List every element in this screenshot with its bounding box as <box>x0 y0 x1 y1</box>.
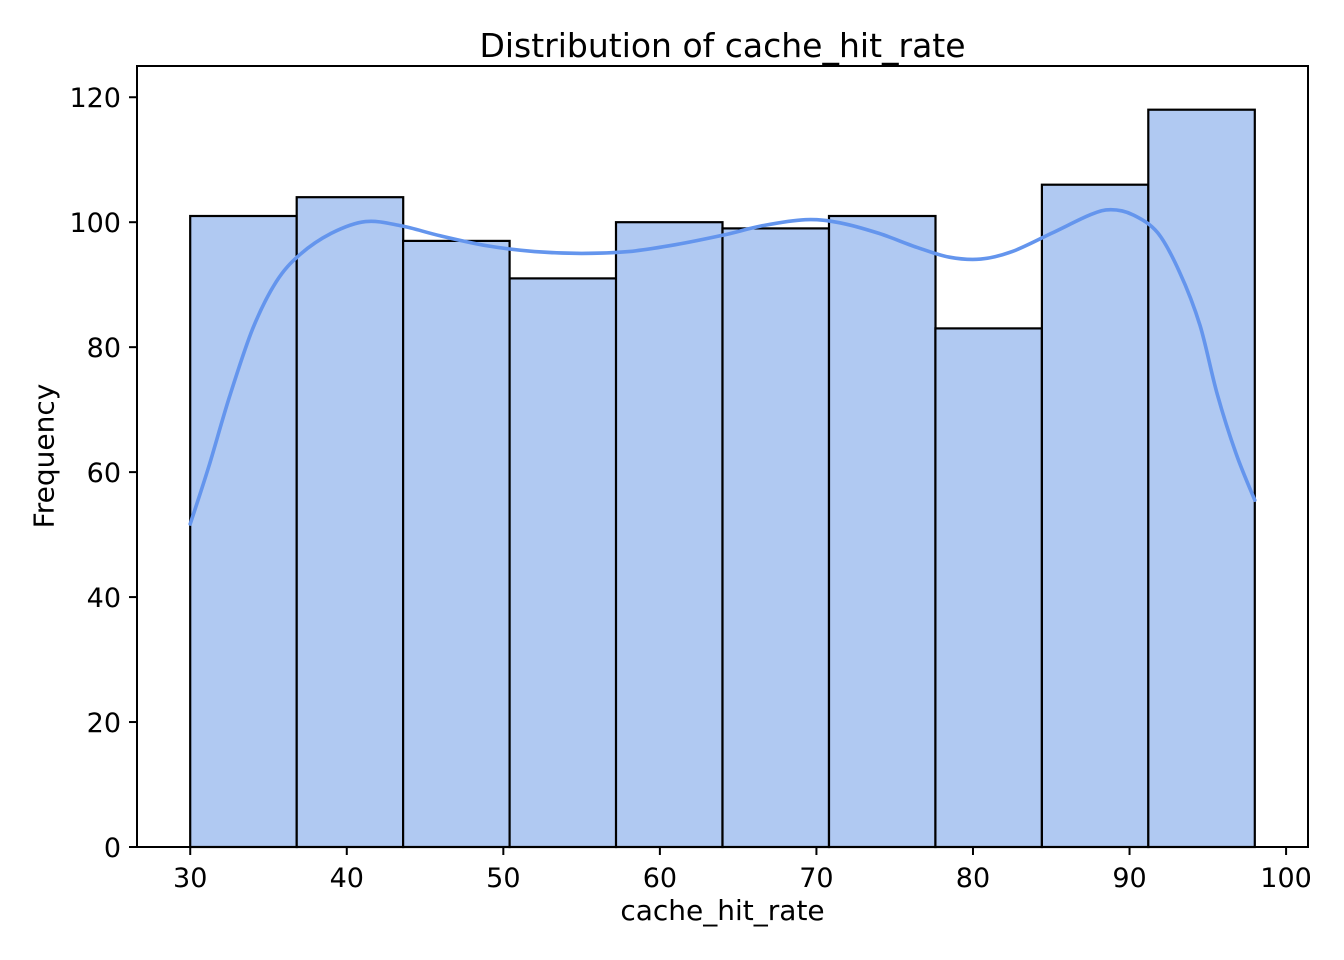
y-axis-label: Frequency <box>27 383 61 529</box>
y-axis-tick-label: 120 <box>69 83 121 114</box>
y-axis-tick-label: 60 <box>87 458 121 489</box>
x-axis-tick-label: 60 <box>643 863 677 894</box>
histogram-bar <box>1040 183 1150 849</box>
histogram-bar <box>934 327 1044 849</box>
histogram-bar <box>189 214 298 849</box>
plot-border <box>136 65 1309 848</box>
histogram-bar <box>614 221 724 849</box>
x-axis-tick-label: 80 <box>956 863 990 894</box>
y-axis-tick-label: 20 <box>87 708 121 739</box>
x-axis-tick-label: 50 <box>486 863 520 894</box>
histogram-bar <box>827 214 937 849</box>
y-axis-tick-label: 100 <box>69 208 121 239</box>
kde-curve <box>188 207 1257 526</box>
chart-title: Distribution of cache_hit_rate <box>479 26 966 65</box>
y-axis-tick-label: 80 <box>87 333 121 364</box>
x-axis-label: cache_hit_rate <box>620 894 825 927</box>
histogram-bar <box>1147 108 1256 849</box>
y-axis-tick-label: 40 <box>87 583 121 614</box>
x-axis-tick-label: 40 <box>330 863 364 894</box>
x-axis-tick-label: 70 <box>799 863 833 894</box>
histogram-bar <box>402 239 511 849</box>
histogram-bar <box>508 277 618 849</box>
histogram-bar <box>721 227 831 849</box>
histogram-bar <box>295 196 405 849</box>
x-axis-tick-label: 100 <box>1260 863 1312 894</box>
x-axis-tick-label: 30 <box>173 863 207 894</box>
y-axis-tick-label: 0 <box>104 833 121 864</box>
x-axis-tick-label: 90 <box>1112 863 1146 894</box>
